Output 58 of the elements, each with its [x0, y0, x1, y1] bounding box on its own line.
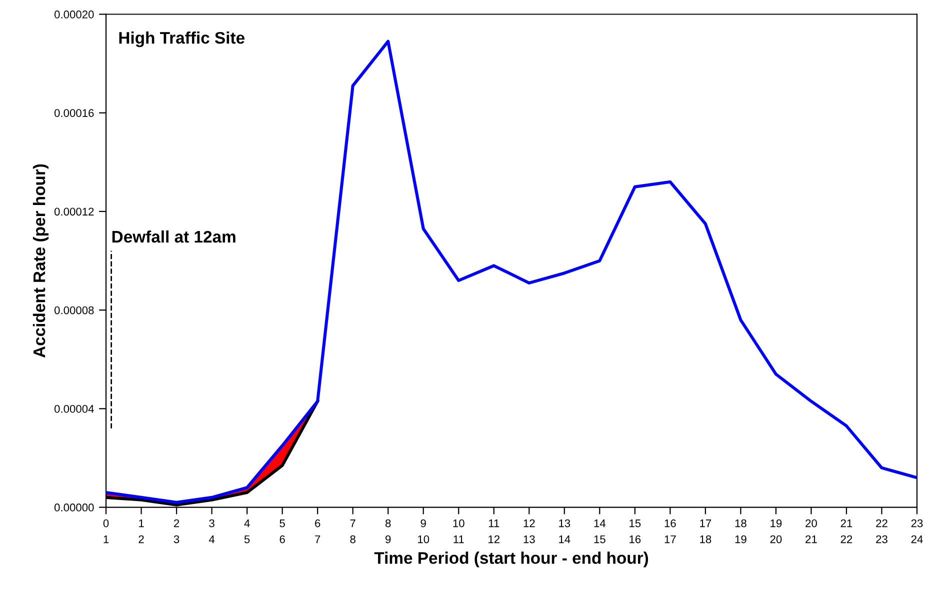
x-tick-label: 19 — [770, 519, 782, 528]
y-tick-label: 0.00012 — [54, 208, 94, 216]
x2-tick-label: 24 — [911, 535, 923, 544]
x-tick-label: 20 — [806, 519, 817, 528]
x-tick-label: 14 — [594, 519, 606, 528]
x2-tick-label: 12 — [488, 535, 500, 544]
x-tick-label: 22 — [876, 519, 888, 528]
annotation: High Traffic Site — [119, 32, 244, 48]
x-tick-label: 7 — [350, 519, 356, 528]
x-tick-label: 6 — [315, 519, 320, 528]
x2-tick-label: 17 — [664, 535, 676, 544]
x2-tick-label: 5 — [244, 535, 250, 544]
x2-tick-label: 15 — [594, 535, 606, 544]
x-tick-label: 10 — [453, 519, 464, 528]
x-tick-label: 23 — [911, 519, 923, 528]
x2-tick-label: 23 — [876, 535, 888, 544]
y-tick-label: 0.00016 — [54, 109, 94, 117]
x-tick-label: 21 — [840, 519, 852, 528]
x2-tick-label: 7 — [315, 535, 320, 544]
x-tick-label: 16 — [664, 519, 676, 528]
x2-tick-label: 9 — [386, 535, 391, 544]
x2-tick-label: 10 — [418, 535, 430, 544]
x-tick-label: 9 — [420, 519, 426, 528]
x2-tick-label: 6 — [280, 535, 285, 544]
x-tick-label: 13 — [559, 519, 570, 528]
x-tick-label: 15 — [630, 519, 641, 528]
y-tick-label: 0.00008 — [54, 306, 94, 314]
x2-tick-label: 21 — [806, 535, 817, 544]
x2-tick-label: 22 — [840, 535, 852, 544]
x-tick-label: 3 — [209, 519, 214, 528]
x2-tick-label: 3 — [174, 535, 180, 544]
ref-line-label: Dewfall at 12am — [112, 230, 236, 243]
x-tick-label: 2 — [174, 519, 180, 528]
x-tick-label: 5 — [280, 519, 285, 528]
x2-tick-label: 8 — [350, 535, 356, 544]
x-tick-label: 11 — [488, 519, 500, 528]
x2-tick-label: 16 — [630, 535, 641, 544]
x-tick-label: 1 — [139, 519, 144, 528]
x2-tick-label: 20 — [770, 535, 782, 544]
x-tick-label: 8 — [385, 519, 391, 528]
x-tick-label: 0 — [103, 519, 109, 528]
y-tick-label: 0.00020 — [54, 10, 94, 18]
x2-tick-label: 1 — [104, 535, 109, 544]
x2-tick-label: 11 — [454, 535, 464, 544]
x2-tick-label: 4 — [208, 535, 215, 544]
x-axis-title: Time Period (start hour - end hour) — [374, 552, 648, 568]
x-tick-label: 18 — [735, 519, 746, 528]
x-tick-label: 17 — [700, 519, 712, 528]
x2-tick-label: 13 — [524, 535, 535, 544]
y-tick-label: 0.00004 — [54, 404, 94, 413]
x-tick-label: 12 — [524, 519, 535, 528]
y-axis-title: Accident Rate (per hour) — [32, 164, 48, 358]
x-tick-label: 4 — [244, 519, 250, 528]
x2-tick-label: 19 — [735, 535, 746, 544]
x2-tick-label: 14 — [559, 535, 570, 544]
x2-tick-label: 2 — [138, 535, 144, 544]
y-tick-label: 0.00000 — [54, 504, 94, 512]
x2-tick-label: 18 — [700, 535, 712, 544]
